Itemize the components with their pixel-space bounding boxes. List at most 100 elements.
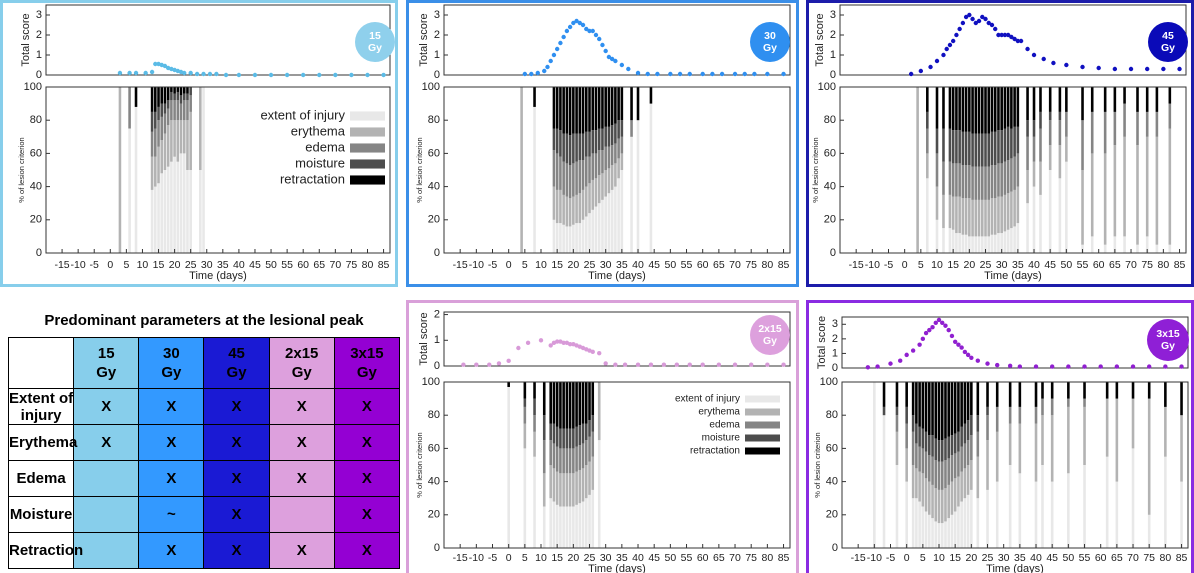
- table-row: Erythema X X X X X: [7, 424, 401, 461]
- bar-segment: [980, 87, 984, 134]
- bar-segment: [1039, 111, 1042, 129]
- score-point: [674, 362, 680, 367]
- bar-segment: [610, 189, 614, 253]
- score-point: [980, 14, 985, 20]
- score-point: [1049, 364, 1055, 369]
- score-point: [214, 71, 219, 77]
- bar-segment: [597, 128, 601, 151]
- bar-segment: [189, 111, 192, 170]
- bar-segment: [166, 166, 170, 253]
- y-tick-label: 40: [428, 181, 440, 193]
- bar-segment: [915, 382, 918, 424]
- bar-segment: [1145, 111, 1149, 137]
- bar-segment: [594, 178, 598, 207]
- bar-segment: [572, 473, 575, 507]
- score-point: [677, 71, 683, 77]
- bar-segment: [555, 504, 559, 548]
- x-tick-label: 70: [1125, 259, 1137, 271]
- y-tick-label: 60: [826, 442, 838, 454]
- score-point: [600, 42, 605, 48]
- x-tick-label: 15: [947, 259, 959, 271]
- bar-segment: [199, 87, 202, 170]
- score-point: [946, 327, 951, 333]
- bar-segment: [163, 87, 167, 104]
- bar-segment: [1083, 398, 1086, 407]
- bar-segment: [895, 382, 899, 407]
- column-header-text: Gy: [356, 364, 377, 381]
- bar-segment: [974, 133, 978, 167]
- bar-segment: [1105, 456, 1109, 548]
- bar-segment: [1006, 126, 1010, 161]
- x-tick-label: 55: [1079, 552, 1091, 564]
- bar-segment: [620, 87, 624, 121]
- bar-segment: [604, 146, 607, 170]
- bar-segment: [588, 87, 591, 132]
- bar-segment: [565, 196, 569, 227]
- bar-segment: [1155, 136, 1159, 245]
- column-header: 30 Gy: [138, 337, 205, 389]
- score-point: [153, 61, 158, 67]
- bar-segment: [578, 87, 582, 134]
- panel-frame: [406, 300, 799, 573]
- score-point: [635, 70, 641, 76]
- bar-segment: [552, 443, 556, 469]
- bar-segment: [630, 120, 633, 137]
- bar-segment: [984, 236, 987, 253]
- x-tick-label: -5: [884, 259, 893, 271]
- score-point: [349, 72, 354, 78]
- bar-segment: [926, 128, 929, 154]
- bar-segment: [911, 498, 915, 548]
- table-row: Moisture ~ X X: [7, 496, 401, 533]
- y-tick-label: 80: [826, 409, 838, 421]
- score-point: [1051, 60, 1056, 66]
- x-tick-label: 45: [1044, 259, 1056, 271]
- bar-segment: [170, 120, 173, 162]
- bar-segment: [964, 198, 968, 235]
- bar-segment: [948, 87, 952, 129]
- x-tick-label: 20: [964, 259, 976, 271]
- x-tick-label: 75: [745, 552, 757, 564]
- bar-segment: [552, 150, 556, 187]
- bar-segment: [984, 199, 987, 237]
- bar-segment: [542, 506, 546, 548]
- bar-segment: [997, 87, 1000, 131]
- bar-segment: [597, 382, 601, 441]
- bar-segment: [977, 199, 981, 237]
- x-tick-label: -10: [71, 259, 86, 271]
- bar-segment: [578, 425, 582, 446]
- bar-segment: [947, 382, 951, 437]
- bar-segment: [559, 428, 562, 449]
- bar-segment: [591, 209, 595, 253]
- bar-segment: [977, 133, 981, 167]
- score-point: [957, 26, 962, 32]
- score-point: [597, 36, 602, 42]
- score-point: [1096, 65, 1101, 71]
- x-tick-label: 40: [1030, 552, 1042, 564]
- bar-segment: [1016, 223, 1020, 253]
- legend-swatch: [745, 421, 780, 429]
- score-point: [571, 20, 576, 26]
- row-header: Retraction: [7, 532, 83, 569]
- bar-segment: [1008, 382, 1012, 407]
- bar-segment: [1018, 406, 1022, 424]
- bar-segment: [157, 183, 160, 253]
- score-point: [626, 66, 631, 72]
- bar-segment: [993, 234, 997, 253]
- bar-segment: [976, 382, 980, 416]
- column-header-text: 45: [228, 345, 245, 362]
- y-tick-label: 80: [428, 114, 440, 126]
- score-point: [133, 70, 139, 76]
- bar-segment: [934, 460, 938, 489]
- score-point: [577, 20, 583, 26]
- bar-segment: [1168, 128, 1172, 245]
- plot-area: [841, 381, 1189, 549]
- bar-segment: [1081, 87, 1084, 121]
- score-point: [603, 48, 608, 54]
- score-point: [252, 72, 258, 78]
- score-point: [949, 333, 955, 339]
- bar-segment: [163, 133, 167, 170]
- score-point: [865, 365, 871, 370]
- bar-segment: [947, 518, 951, 548]
- bar-segment: [993, 165, 997, 199]
- y-axis-label: % of lesion criterion: [415, 432, 424, 497]
